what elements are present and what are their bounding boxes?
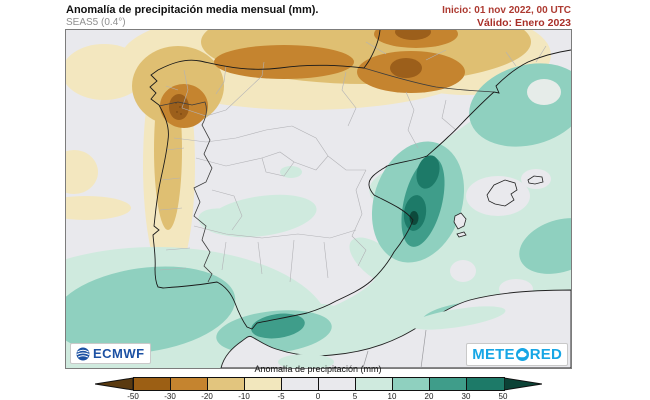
- header-right: Inicio: 01 nov 2022, 00 UTC Válido: Ener…: [442, 4, 571, 29]
- colorbar-segment: [356, 378, 393, 390]
- balearic-islands: [453, 175, 544, 238]
- border-france-spain: [363, 67, 495, 93]
- island-menorca: [527, 175, 544, 185]
- map-frame: ECMWF METE RED: [0, 0, 601, 400]
- ecmwf-globe-icon: [76, 347, 90, 360]
- colorbar-tick: -30: [164, 392, 176, 400]
- anomaly-darkbrown-pyrenees-spot: [390, 58, 422, 78]
- ecmwf-logo: ECMWF: [70, 343, 151, 364]
- anomaly-core-valencia-max: [409, 211, 419, 225]
- colorbar-tick: 5: [352, 392, 358, 400]
- anomaly-brown-cantabrian: [214, 45, 354, 79]
- meteored-logo: METE RED: [466, 343, 568, 366]
- colorbar-segment: [467, 378, 504, 390]
- country-borders: [158, 67, 495, 283]
- colorbar-segment: [319, 378, 356, 390]
- province-borders: [159, 41, 547, 283]
- colorbar-tick: 30: [461, 392, 471, 400]
- island-mallorca: [486, 179, 518, 207]
- colorbar-tick: -50: [127, 392, 139, 400]
- colorbar-segment: [245, 378, 282, 390]
- colorbar-tick: 50: [498, 392, 508, 400]
- init-time-label: Inicio: 01 nov 2022, 00 UTC: [442, 5, 571, 16]
- iberia-coastline: [149, 29, 572, 330]
- meteored-logo-text-right: RED: [529, 346, 562, 363]
- colorbar-tick: -5: [277, 392, 285, 400]
- colorbar-segments: [133, 377, 505, 391]
- header-left: Anomalía de precipitación media mensual …: [66, 4, 318, 29]
- model-subtitle: SEAS5 (0.4°): [66, 17, 126, 28]
- colorbar-tick: 20: [424, 392, 434, 400]
- colorbar-segment: [430, 378, 467, 390]
- anomaly-darkbrown-galicia-spot: [169, 94, 189, 120]
- colorbar-segment: [282, 378, 319, 390]
- anomaly-map: [0, 0, 601, 400]
- meteored-logo-text-left: METE: [472, 346, 515, 363]
- colorbar-segment: [208, 378, 245, 390]
- valid-time-label: Válido: Enero 2023: [477, 17, 571, 29]
- ecmwf-logo-text: ECMWF: [93, 346, 145, 361]
- anomaly-mint-murcia-strip: [349, 237, 407, 287]
- colorbar-tick: -10: [238, 392, 250, 400]
- island-formentera: [456, 231, 467, 238]
- colorbar-segment: [393, 378, 430, 390]
- colorbar-arrow-right: [504, 377, 542, 391]
- page-title: Anomalía de precipitación media mensual …: [66, 4, 319, 16]
- colorbar-segment: [171, 378, 208, 390]
- colorbar-tick: -20: [201, 392, 213, 400]
- colorbar-label: Anomalía de precipitación (mm): [254, 364, 382, 374]
- anomaly-teal-sw-atlantic: [52, 266, 236, 354]
- anomaly-core-valencia-north: [416, 155, 440, 189]
- africa-border: [362, 329, 427, 369]
- colorbar-arrow-left: [95, 377, 133, 391]
- anomaly-darkteal-alboran: [251, 313, 305, 339]
- colorbar-tick: 10: [387, 392, 397, 400]
- border-portugal-spain: [158, 101, 213, 283]
- island-ibiza: [453, 212, 467, 230]
- colorbar-segment: [134, 378, 171, 390]
- meteored-globe-icon: [515, 348, 529, 361]
- colorbar-tick: 0: [315, 392, 321, 400]
